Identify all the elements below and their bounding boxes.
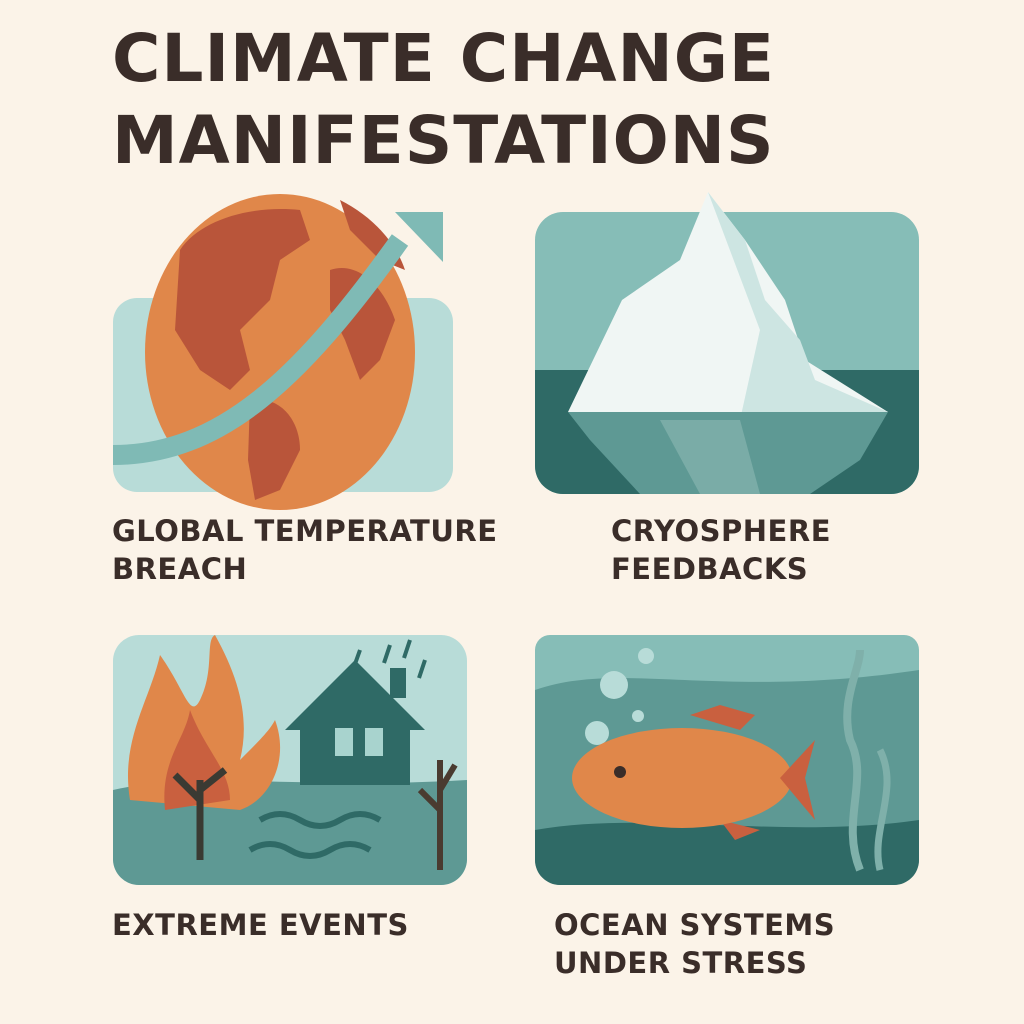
panel-label-ocean-systems: OCEAN SYSTEMS UNDER STRESS <box>554 906 835 982</box>
label-line: UNDER STRESS <box>554 946 808 980</box>
label-line: FEEDBACKS <box>611 552 809 586</box>
label-line: EXTREME EVENTS <box>112 908 409 942</box>
title-line-1: CLIMATE CHANGE <box>112 20 776 97</box>
fish-underwater-icon <box>535 635 919 885</box>
iceberg-icon <box>535 192 919 494</box>
label-line: GLOBAL TEMPERATURE <box>112 514 498 548</box>
panel-label-global-temperature: GLOBAL TEMPERATURE BREACH <box>112 512 498 588</box>
label-line: BREACH <box>112 552 248 586</box>
title-line-2: MANIFESTATIONS <box>112 102 775 179</box>
panel-label-extreme-events: EXTREME EVENTS <box>112 906 409 944</box>
label-line: OCEAN SYSTEMS <box>554 908 836 942</box>
panel-label-cryosphere: CRYOSPHERE FEEDBACKS <box>611 512 831 588</box>
extreme-events-icon <box>113 635 467 885</box>
label-line: CRYOSPHERE <box>611 514 832 548</box>
page-title: CLIMATE CHANGE MANIFESTATIONS <box>112 18 775 182</box>
globe-with-rising-arrow-icon <box>112 194 453 510</box>
